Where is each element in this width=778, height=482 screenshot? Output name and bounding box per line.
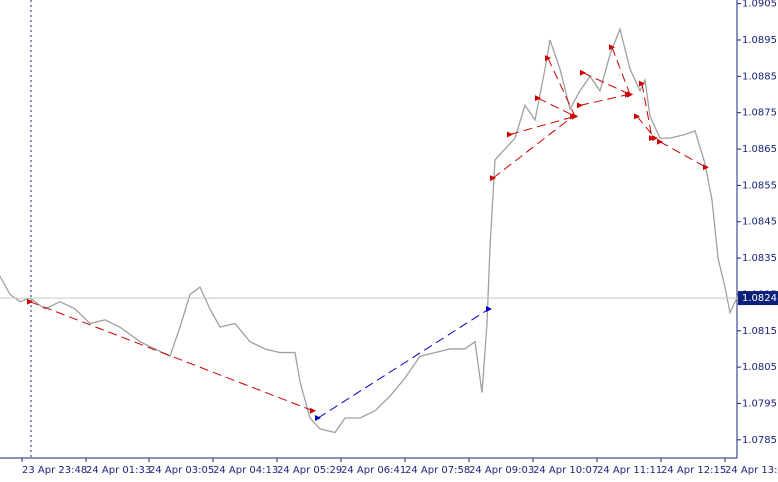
trade-marker <box>657 138 663 145</box>
trade-marker <box>627 91 633 98</box>
trade-marker <box>315 415 321 422</box>
y-tick-label: 1.0855 <box>742 180 777 191</box>
trade-line <box>547 57 576 117</box>
y-tick-label: 1.0795 <box>742 398 777 409</box>
trade-line <box>582 72 631 95</box>
trade-marker <box>572 113 578 120</box>
y-tick-label: 1.0845 <box>742 217 777 228</box>
trade-marker <box>507 131 513 138</box>
trade-marker <box>545 55 551 62</box>
trade-line <box>317 308 490 419</box>
trade-marker <box>310 407 316 414</box>
trade-marker <box>634 113 640 120</box>
y-tick-label: 1.0895 <box>742 35 777 46</box>
y-tick-label: 1.0865 <box>742 144 777 155</box>
trade-marker <box>580 69 586 76</box>
trade-marker <box>577 102 583 109</box>
y-tick-label: 1.0815 <box>742 326 777 337</box>
trade-marker <box>703 164 709 171</box>
y-tick-label: 1.0805 <box>742 362 777 373</box>
y-tick-label: 1.0875 <box>742 108 777 119</box>
trade-line <box>537 97 576 117</box>
x-tick-label: 24 Apr 07:58 <box>405 465 470 476</box>
trade-marker <box>486 305 492 312</box>
x-tick-label: 24 Apr 05:29 <box>277 465 342 476</box>
x-tick-label: 24 Apr 06:41 <box>341 465 406 476</box>
trade-marker <box>490 175 496 182</box>
trade-marker <box>535 95 541 102</box>
trade-line <box>641 83 653 139</box>
current-price-box <box>738 291 778 306</box>
y-tick-label: 1.0905 <box>742 0 777 10</box>
x-tick-label: 24 Apr 10:07 <box>533 465 598 476</box>
current-price-label: 1.0824 <box>742 293 777 304</box>
trade-marker <box>27 298 33 305</box>
x-tick-label: 24 Apr 12:15 <box>661 465 726 476</box>
trade-marker <box>652 135 658 142</box>
x-tick-label: 24 Apr 01:33 <box>86 465 151 476</box>
trade-line <box>579 94 629 106</box>
x-tick-label: 24 Apr 03:05 <box>149 465 214 476</box>
trade-line <box>29 301 314 412</box>
x-tick-label: 24 Apr 09:03 <box>469 465 534 476</box>
trade-marker <box>609 44 615 51</box>
x-tick-label: 24 Apr 11:11 <box>597 465 662 476</box>
trade-line <box>659 141 707 168</box>
trade-line <box>492 115 574 179</box>
trade-marker <box>639 80 645 87</box>
y-tick-label: 1.0785 <box>742 435 777 446</box>
y-tick-label: 1.0885 <box>742 71 777 82</box>
trade-line <box>509 115 576 135</box>
x-tick-label: 23 Apr 23:48 <box>22 465 87 476</box>
trade-line <box>636 115 656 139</box>
trade-line <box>611 47 631 95</box>
x-tick-label: 24 Apr 04:13 <box>213 465 278 476</box>
price-line <box>0 26 738 434</box>
y-tick-label: 1.0835 <box>742 253 777 264</box>
x-tick-label: 24 Apr 13:19 <box>725 465 778 476</box>
